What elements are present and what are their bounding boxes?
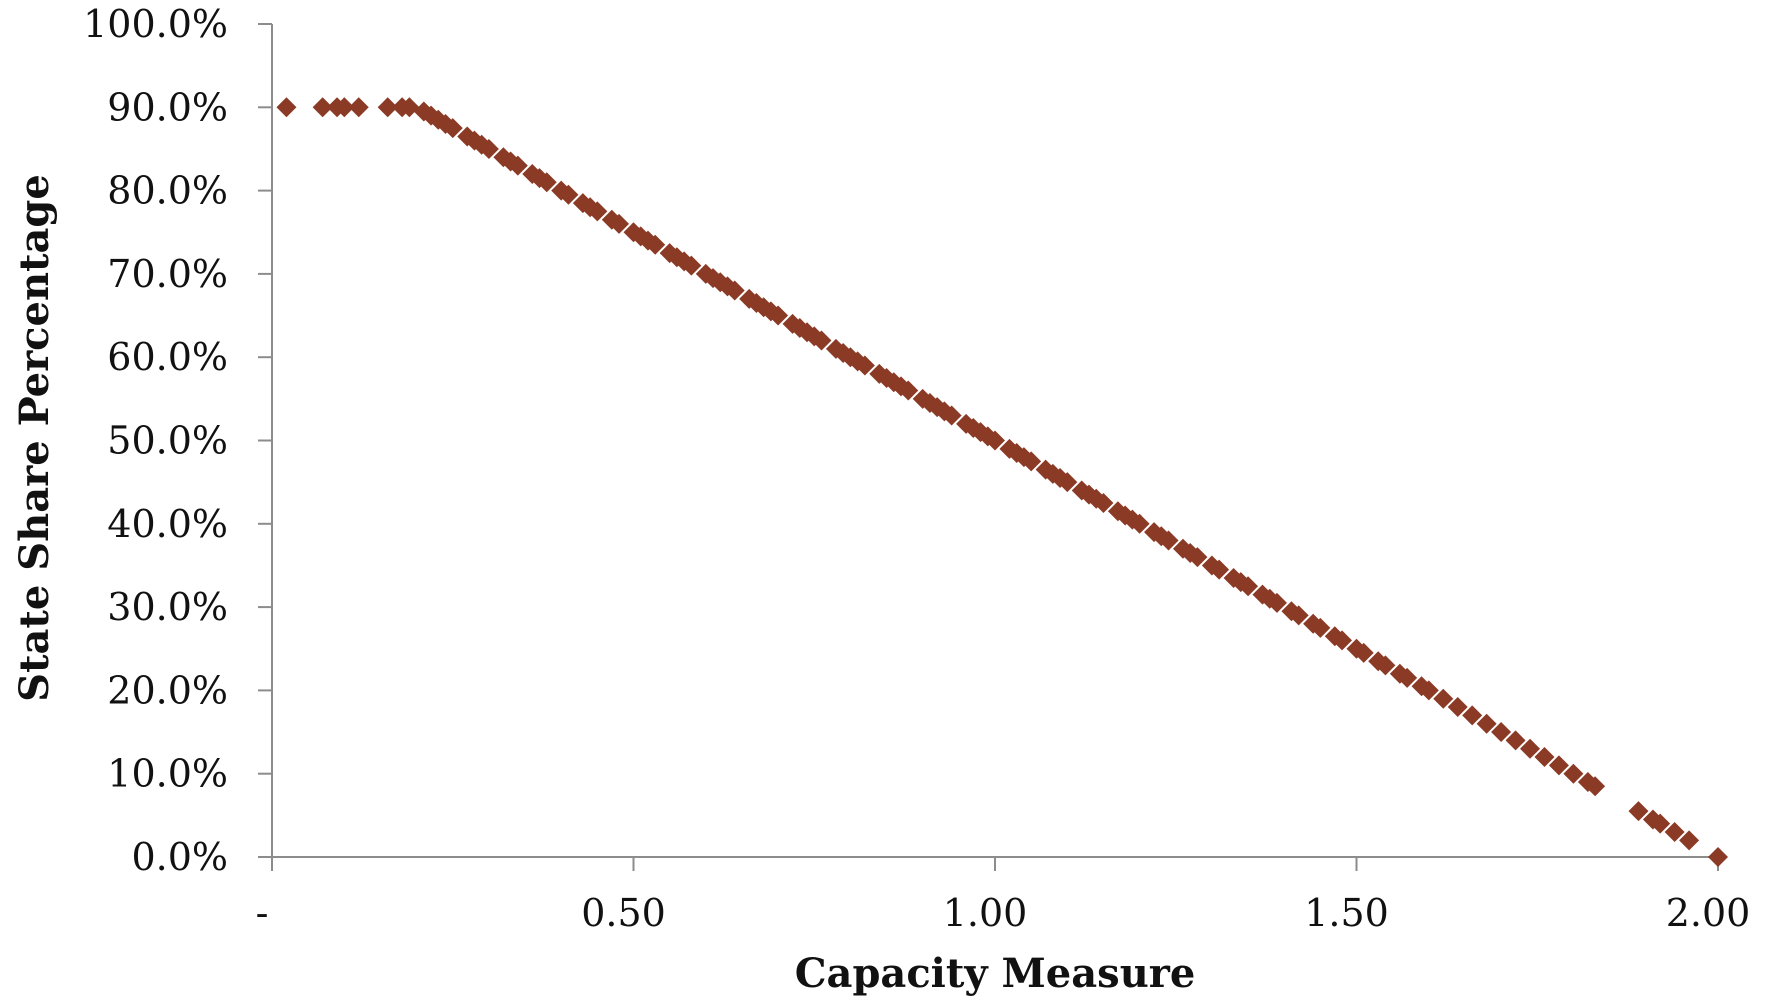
data-point <box>1187 547 1208 568</box>
data-point <box>724 280 745 301</box>
y-tick-label: 30.0% <box>107 585 228 629</box>
data-point <box>478 138 499 159</box>
tick-labels: 0.0% 10.0% 20.0% 30.0% 40.0% 50.0% 60.0% 70.0% 8… <box>83 2 1750 935</box>
data-point <box>1353 642 1374 663</box>
data-point <box>1548 755 1569 776</box>
data-point <box>435 113 456 134</box>
y-tick-label: 10.0% <box>107 752 228 796</box>
data-point <box>334 97 355 118</box>
data-point <box>500 151 521 172</box>
data-point <box>276 97 297 118</box>
data-point <box>1520 738 1541 759</box>
chart-axes <box>258 23 1719 871</box>
data-point <box>1158 530 1179 551</box>
data-point <box>1585 776 1606 797</box>
y-axis-title: State Share Percentage <box>11 174 58 702</box>
data-point <box>898 380 919 401</box>
data-point <box>1266 592 1287 613</box>
data-point <box>1375 655 1396 676</box>
data-point <box>536 172 557 193</box>
data-point <box>1447 697 1468 718</box>
data-point <box>1310 617 1331 638</box>
data-point <box>854 355 875 376</box>
data-point <box>1679 830 1700 851</box>
data-point <box>1433 688 1454 709</box>
y-tick-label: 70.0% <box>107 252 228 296</box>
data-point <box>377 97 398 118</box>
y-tick-label: 50.0% <box>107 419 228 463</box>
data-point <box>1093 492 1114 513</box>
data-point <box>1129 513 1150 534</box>
data-point <box>768 305 789 326</box>
data-point <box>1057 472 1078 493</box>
x-tick-label: 0.50 <box>581 891 666 935</box>
data-point <box>1628 801 1649 822</box>
y-tick-label: 0.0% <box>131 835 228 879</box>
data-point <box>399 97 420 118</box>
y-tick-label: 40.0% <box>107 502 228 546</box>
data-point <box>1476 713 1497 734</box>
x-tick-label: 1.50 <box>1304 891 1389 935</box>
data-point <box>1491 722 1512 743</box>
data-point <box>659 243 680 264</box>
x-axis-title: Capacity Measure <box>795 950 1196 997</box>
data-point <box>558 184 579 205</box>
y-tick-label: 100.0% <box>83 2 228 46</box>
data-point <box>587 201 608 222</box>
data-point <box>1013 447 1034 468</box>
data-point <box>1332 630 1353 651</box>
y-tick-label: 60.0% <box>107 335 228 379</box>
data-point <box>1209 559 1230 580</box>
data-point <box>1664 822 1685 843</box>
data-point <box>985 430 1005 451</box>
data-point <box>645 234 666 255</box>
data-point <box>681 255 702 276</box>
data-point <box>811 330 832 351</box>
data-point <box>312 97 333 118</box>
y-tick-label: 20.0% <box>107 668 228 712</box>
data-points <box>276 97 1728 867</box>
data-point <box>1708 847 1728 867</box>
y-tick-label: 90.0% <box>107 85 228 129</box>
x-tick-label: 1.00 <box>943 891 1028 935</box>
data-point <box>507 155 528 176</box>
data-point <box>1534 747 1555 768</box>
data-point <box>1418 680 1439 701</box>
data-point <box>1563 763 1584 784</box>
data-point <box>1505 730 1526 751</box>
x-tick-label: 2.00 <box>1666 891 1751 935</box>
data-point <box>1021 451 1042 472</box>
data-point <box>1238 576 1259 597</box>
data-point <box>1288 605 1309 626</box>
data-point <box>1650 813 1671 834</box>
data-point <box>442 118 463 139</box>
data-point <box>1397 667 1418 688</box>
data-point <box>1462 705 1483 726</box>
data-point <box>348 97 369 118</box>
data-point <box>609 213 630 234</box>
x-tick-label: - <box>256 891 269 935</box>
y-tick-label: 80.0% <box>107 169 228 213</box>
data-point <box>941 405 962 426</box>
